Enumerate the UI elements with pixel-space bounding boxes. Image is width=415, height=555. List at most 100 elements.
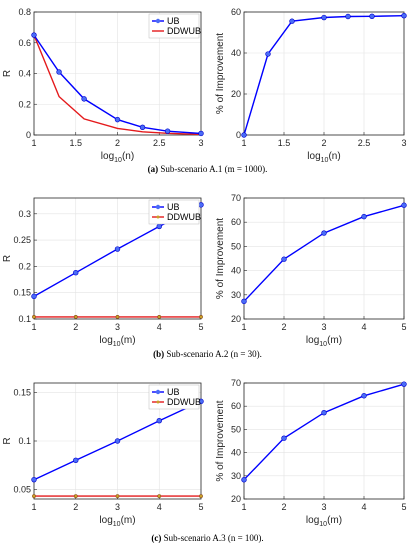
data-point-ub-0	[31, 293, 37, 300]
y-axis-label: R	[2, 437, 13, 444]
x-tick-label-2: 3	[115, 502, 120, 512]
x-tick-label-2: 2	[115, 138, 120, 148]
data-point-improvement-2	[321, 230, 327, 236]
x-tick-label-0: 1	[241, 502, 246, 512]
x-axis-label: log10(m)	[306, 515, 342, 528]
data-point-improvement-4	[401, 381, 407, 387]
y-tick-label-5: 70	[231, 378, 241, 388]
y-tick-label-3: 0.25	[13, 235, 31, 245]
y-tick-label-1: 20	[231, 89, 241, 99]
data-point-improvement-0	[241, 298, 247, 305]
y-tick-label-2: 0.15	[13, 388, 31, 398]
y-tick-label-0: 0	[236, 130, 241, 140]
data-point-improvement-0	[241, 132, 247, 138]
x-axis-label: log10(m)	[99, 515, 135, 528]
x-tick-label-4: 5	[198, 322, 203, 332]
y-axis-label: % of Improvement	[215, 218, 226, 299]
data-point-ddwub-1	[73, 494, 78, 499]
x-axis-label: log10(m)	[306, 335, 342, 348]
x-tick-label-1: 2	[281, 322, 286, 332]
caption-a-label: (a)	[147, 164, 159, 174]
caption-c: (c) Sub-scenario A.3 (n = 100).	[0, 533, 415, 543]
data-point-ddwub-3	[157, 494, 162, 499]
legend-marker-ub	[155, 389, 161, 395]
chart-a-right: 1 1.5 2 2.5 3 0 20 40 60 log10(n) % of Improvement	[215, 7, 407, 164]
y-tick-label-1: 30	[231, 290, 241, 300]
x-tick-label-0: 1	[31, 322, 36, 332]
x-tick-label-1: 1.5	[69, 138, 82, 148]
y-tick-label-0: 0	[26, 130, 31, 140]
y-tick-label-3: 50	[231, 424, 241, 434]
data-point-ddwub-0	[32, 494, 36, 499]
x-tick-label-3: 2.5	[358, 138, 371, 148]
data-point-ub-4	[198, 202, 204, 208]
data-point-ddwub-4	[199, 314, 203, 319]
x-tick-label-1: 1.5	[278, 138, 291, 148]
legend-box	[148, 384, 200, 410]
y-tick-label-2: 40	[231, 266, 241, 276]
data-point-improvement-3	[361, 213, 367, 220]
legend-box	[148, 13, 200, 39]
data-point-improvement-0	[241, 477, 247, 483]
caption-b-label: (b)	[153, 349, 165, 359]
data-point-improvement-1	[281, 256, 287, 262]
x-tick-label-2: 3	[115, 322, 120, 332]
x-axis-label: log10(n)	[101, 151, 134, 164]
data-point-ub-3	[114, 116, 121, 123]
y-axis-label: R	[2, 255, 13, 262]
data-point-improvement-3	[361, 393, 367, 399]
y-tick-label-0: 0.05	[13, 484, 31, 494]
data-point-improvement-4	[345, 13, 351, 20]
legend-label-ub: UB	[167, 202, 180, 212]
y-axis-label: % of Improvement	[215, 33, 226, 114]
y-tick-label-2: 0.4	[18, 69, 31, 79]
x-tick-label-2: 2	[321, 138, 326, 148]
y-tick-label-1: 0.15	[13, 288, 31, 298]
data-point-ub-2	[114, 438, 121, 444]
caption-b: (b) Sub-scenario A.2 (n = 30).	[0, 349, 415, 359]
y-axis-label: R	[2, 70, 13, 77]
data-point-improvement-6	[401, 12, 407, 19]
data-point-ub-1	[73, 457, 79, 464]
data-point-ddwub-4	[199, 494, 203, 499]
data-point-ub-1	[56, 69, 62, 75]
x-tick-label-3: 2.5	[153, 138, 166, 148]
x-axis-label: log10(n)	[307, 151, 340, 164]
legend-marker-ub	[155, 204, 161, 210]
x-axis-label: log10(m)	[99, 335, 135, 348]
x-tick-label-1: 2	[73, 322, 78, 332]
y-tick-label-4: 0.3	[18, 209, 31, 219]
x-tick-label-4: 5	[401, 322, 406, 332]
chart-c-right: 1 2 3 4 5 20 30 40 50 60 70 log10(m) % of Improvemen…	[215, 378, 407, 528]
data-point-ub-4	[139, 124, 146, 131]
legend-box	[148, 199, 200, 225]
y-tick-label-0: 20	[231, 314, 241, 324]
x-tick-label-4: 5	[198, 502, 203, 512]
data-point-ub-0	[31, 476, 37, 483]
legend-label-ddwub: DDWUB	[167, 26, 201, 36]
x-tick-label-0: 1	[31, 502, 36, 512]
data-point-improvement-2	[289, 18, 295, 24]
y-axis-label: % of Improvement	[215, 400, 226, 481]
data-point-ub-3	[156, 418, 162, 424]
y-tick-label-5: 70	[231, 193, 241, 203]
legend-label-ub: UB	[167, 387, 180, 397]
data-point-improvement-1	[281, 435, 287, 441]
x-tick-label-2: 3	[321, 322, 326, 332]
x-tick-label-3: 4	[157, 502, 162, 512]
data-point-ub-1	[73, 270, 79, 276]
data-point-improvement-5	[369, 13, 375, 20]
data-point-ddwub-1	[73, 314, 78, 319]
data-point-improvement-4	[401, 202, 407, 208]
x-tick-label-4: 3	[198, 138, 203, 148]
data-point-ddwub-0	[32, 314, 36, 319]
x-tick-label-2: 3	[321, 502, 326, 512]
y-tick-label-4: 60	[231, 217, 241, 227]
x-tick-label-3: 4	[361, 322, 366, 332]
data-point-ub-2	[114, 246, 121, 252]
